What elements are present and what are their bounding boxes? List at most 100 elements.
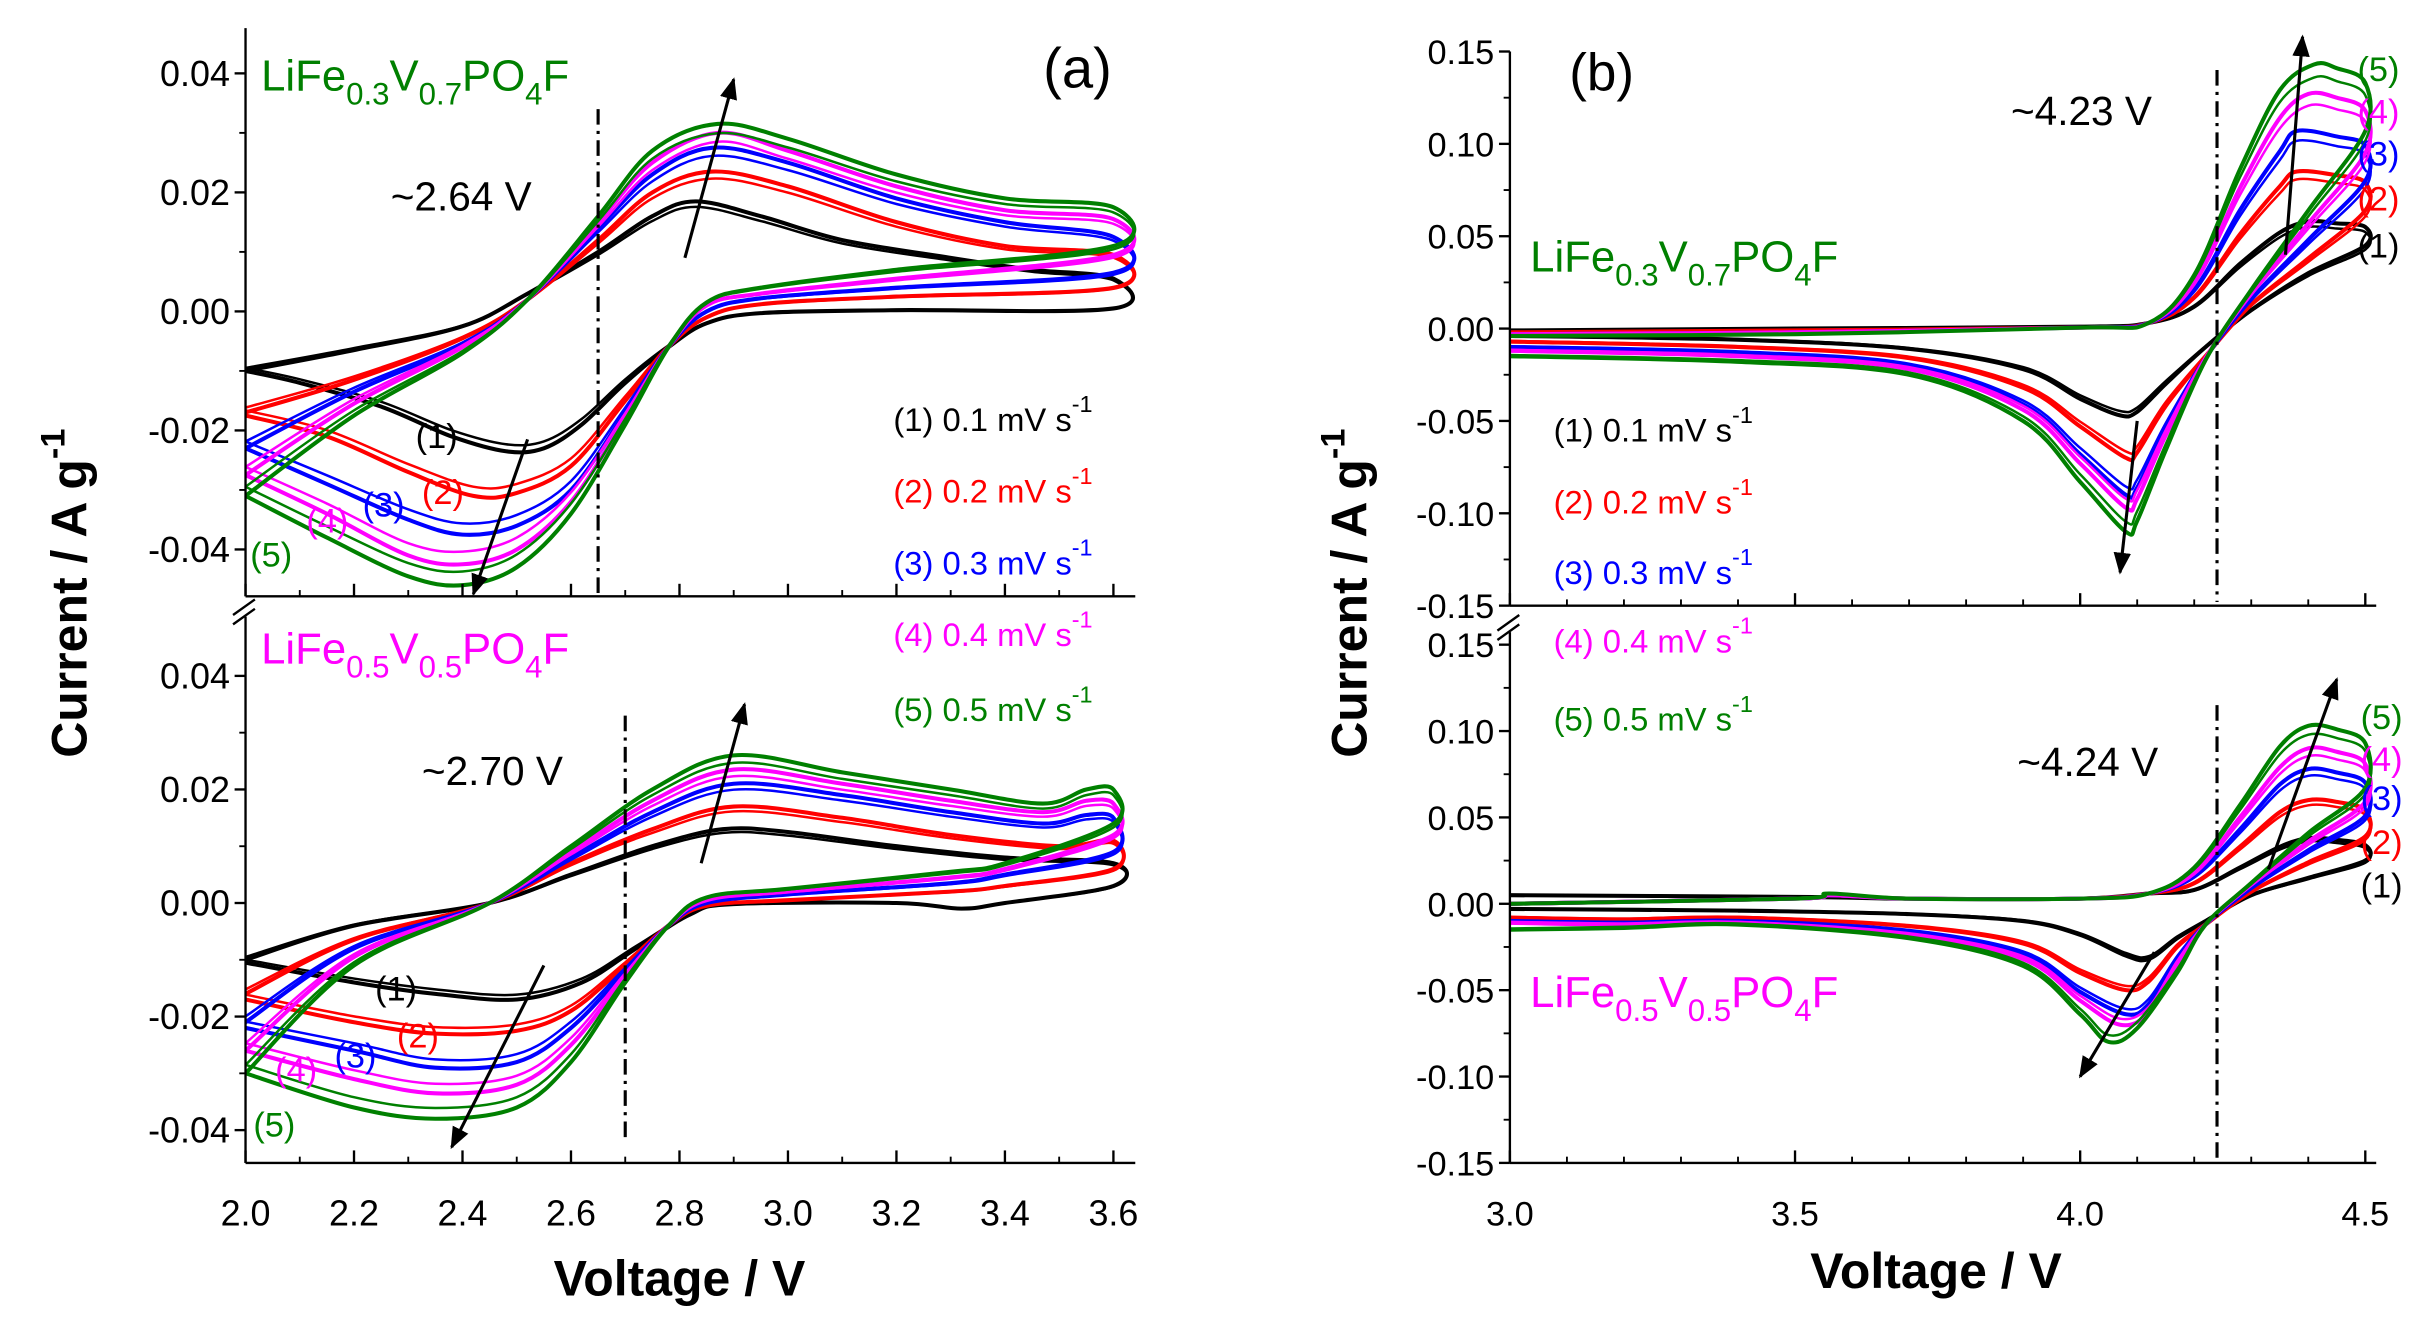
x-tick-label: 3.2 bbox=[871, 1193, 921, 1233]
curve-label: (5) bbox=[253, 1106, 295, 1144]
curve-label: (4) bbox=[275, 1052, 317, 1090]
y-tick-label: -0.04 bbox=[148, 1111, 230, 1151]
cv-curve-3-cycle-1 bbox=[245, 781, 1125, 1071]
trend-arrow-icon bbox=[699, 702, 748, 864]
cv-curve-5-cycle-2 bbox=[1509, 75, 2372, 526]
y-tick-label: -0.05 bbox=[1416, 973, 1494, 1011]
x-tick-label: 2.0 bbox=[221, 1193, 271, 1233]
cv-curve-5-cycle-2 bbox=[245, 131, 1136, 574]
y-tick-label: 0.00 bbox=[160, 883, 230, 923]
x-tick-label: 3.0 bbox=[763, 1193, 813, 1233]
x-tick-label: 4.0 bbox=[2056, 1195, 2104, 1233]
cv-curve-5-cycle-2 bbox=[1509, 732, 2372, 1037]
cv-curve-1-cycle-2 bbox=[245, 205, 1135, 447]
cv-curve-5-cycle-1 bbox=[245, 752, 1125, 1121]
x-tick-label: 2.6 bbox=[546, 1193, 596, 1233]
legend-entry: (2) 0.2 mV s-1 bbox=[1554, 474, 1753, 521]
annotation-a-top: ~2.64 V bbox=[391, 174, 532, 220]
material-label-b-bottom: LiFe0.5V0.5PO4F bbox=[1530, 968, 1838, 1028]
trend-arrow-icon bbox=[2113, 420, 2139, 575]
curve-label: (1) bbox=[2357, 228, 2399, 266]
curve-label: (5) bbox=[2361, 699, 2403, 737]
curve-label: (4) bbox=[2357, 93, 2399, 131]
curve-label: (2) bbox=[397, 1017, 439, 1055]
curve-label: (3) bbox=[335, 1038, 377, 1076]
cv-curve-4-cycle-1 bbox=[245, 767, 1125, 1096]
x-tick-label: 3.4 bbox=[980, 1193, 1030, 1233]
x-tick-label: 3.6 bbox=[1088, 1193, 1138, 1233]
cv-curve-1-cycle-2 bbox=[245, 830, 1129, 997]
curves-layer bbox=[245, 61, 2373, 1121]
cv-curve-4-cycle-2 bbox=[245, 140, 1136, 554]
curve-labels-b-bottom: (5) (4) (3) (2) (1) bbox=[2361, 699, 2403, 906]
trend-arrow-icon bbox=[471, 438, 530, 597]
y-tick-label: 0.04 bbox=[160, 54, 230, 94]
y-axis-title-text: Current / A g bbox=[41, 459, 97, 758]
y-tick-label: -0.04 bbox=[148, 530, 230, 570]
legend-entry: (1) 0.1 mV s-1 bbox=[893, 391, 1092, 438]
cv-curve-2-cycle-2 bbox=[245, 177, 1136, 490]
cv-curve-2-cycle-2 bbox=[245, 809, 1126, 1030]
legend-entry: (4) 0.4 mV s-1 bbox=[893, 607, 1092, 654]
cv-curve-3-cycle-2 bbox=[245, 154, 1136, 525]
legend-entry: (1) 0.1 mV s-1 bbox=[1554, 402, 1753, 449]
curve-label: (4) bbox=[2361, 741, 2403, 779]
panel-label-b: (b) bbox=[1569, 44, 1634, 103]
curve-label: (3) bbox=[2361, 780, 2403, 818]
y-tick-label: 0.10 bbox=[1427, 126, 1494, 164]
curve-label: (5) bbox=[2357, 51, 2399, 89]
trend-arrow-icon bbox=[683, 77, 737, 259]
y-tick-label: -0.15 bbox=[1416, 588, 1494, 626]
material-label-a-top: LiFe0.3V0.7PO4F bbox=[261, 52, 569, 112]
cv-curve-5-cycle-2 bbox=[245, 761, 1124, 1110]
trend-arrow-icon bbox=[2266, 677, 2339, 870]
subplot-0-0-curves bbox=[245, 121, 1137, 588]
legend-entry: (3) 0.3 mV s-1 bbox=[1554, 544, 1753, 591]
legend-b: (1) 0.1 mV s-1 (2) 0.2 mV s-1 (3) 0.3 mV… bbox=[1554, 402, 1753, 738]
y-tick-label: -0.10 bbox=[1416, 1059, 1494, 1097]
trend-arrow-icon bbox=[2078, 951, 2156, 1079]
y-tick-label: 0.15 bbox=[1427, 627, 1494, 665]
y-tick-label: -0.10 bbox=[1416, 496, 1494, 534]
curve-label: (3) bbox=[2357, 135, 2399, 173]
curve-labels-b-top: (5) (4) (3) (2) (1) bbox=[2357, 51, 2399, 265]
subplot-1-0-curves bbox=[1509, 61, 2373, 537]
y-tick-label: 0.05 bbox=[1427, 800, 1494, 838]
cv-curve-4-cycle-2 bbox=[1509, 753, 2372, 1021]
legend-entry: (4) 0.4 mV s-1 bbox=[1554, 613, 1753, 660]
legend-entry: (5) 0.5 mV s-1 bbox=[1554, 691, 1753, 738]
annotation-a-bottom: ~2.70 V bbox=[422, 748, 563, 794]
y-tick-label: 0.00 bbox=[1427, 311, 1494, 349]
cv-curve-2-cycle-1 bbox=[245, 804, 1126, 1037]
material-label-b-top: LiFe0.3V0.7PO4F bbox=[1530, 233, 1838, 293]
y-axis-title-a: Current / A g-1 bbox=[34, 429, 97, 758]
x-axis-title-b: Voltage / V bbox=[1810, 1243, 2062, 1299]
curve-label: (2) bbox=[422, 474, 464, 512]
subplot-1-1-curves bbox=[1509, 722, 2373, 1045]
subplot-0-1-curves bbox=[245, 752, 1129, 1121]
y-tick-label: 0.02 bbox=[160, 173, 230, 213]
x-tick-label: 3.0 bbox=[1486, 1195, 1534, 1233]
panel-label-a: (a) bbox=[1043, 36, 1112, 99]
curve-labels-a-bottom: (1) (2) (3) (4) (5) bbox=[253, 971, 439, 1145]
cv-curve-4-cycle-1 bbox=[1509, 745, 2373, 1028]
legend-entry: (2) 0.2 mV s-1 bbox=[893, 463, 1092, 510]
x-tick-label: 3.5 bbox=[1771, 1195, 1819, 1233]
y-tick-label: 0.02 bbox=[160, 770, 230, 810]
y-tick-label: 0.04 bbox=[160, 656, 230, 696]
y-tick-label: -0.05 bbox=[1416, 403, 1494, 441]
material-label-a-bottom: LiFe0.5V0.5PO4F bbox=[261, 624, 569, 684]
axes-layer: 0.04 0.02 0.00 -0.02 -0.04 0.04 0.02 0.00 -0.02 -… bbox=[148, 28, 2389, 1233]
cv-curve-4-cycle-2 bbox=[245, 774, 1124, 1086]
curve-label: (2) bbox=[2357, 181, 2399, 219]
trend-arrow-icon bbox=[450, 964, 546, 1150]
legend-entry: (3) 0.3 mV s-1 bbox=[893, 535, 1092, 582]
x-tick-label: 4.5 bbox=[2341, 1195, 2389, 1233]
y-tick-label: -0.02 bbox=[148, 411, 230, 451]
y-axis-title-sup: -1 bbox=[34, 429, 72, 460]
y-tick-label: 0.00 bbox=[1427, 886, 1494, 924]
y-axis-title-b: Current / A g-1 bbox=[1314, 429, 1377, 758]
y-tick-label: 0.00 bbox=[160, 292, 230, 332]
curve-label: (1) bbox=[2361, 868, 2403, 906]
annotation-b-bottom: ~4.24 V bbox=[2017, 739, 2158, 785]
